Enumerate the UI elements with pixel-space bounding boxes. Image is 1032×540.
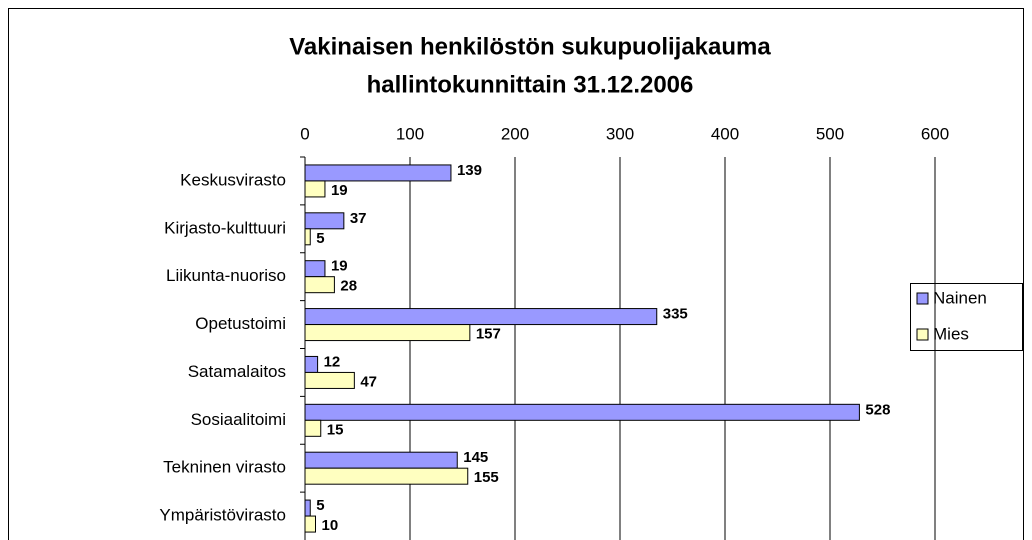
bar	[304, 515, 316, 533]
bar	[304, 467, 469, 485]
legend-swatch	[916, 328, 929, 341]
bar	[304, 276, 335, 294]
legend-swatch	[916, 292, 929, 305]
bar	[304, 228, 311, 246]
bar	[304, 308, 658, 326]
chart-title: hallintokunnittain 31.12.2006	[367, 71, 694, 98]
bar	[304, 180, 326, 198]
value-label: 10	[322, 517, 339, 534]
x-tick-label: 300	[606, 124, 634, 143]
bar	[304, 403, 860, 421]
x-tick-label: 600	[921, 124, 949, 143]
y-tick-label: Sosiaalitoimi	[191, 410, 286, 429]
x-tick-label: 100	[396, 124, 424, 143]
y-tick-label: Liikunta-nuoriso	[166, 266, 286, 285]
value-label: 47	[360, 373, 377, 390]
bar	[304, 451, 458, 469]
y-tick-label: Tekninen virasto	[163, 458, 286, 477]
chart-border	[8, 8, 1024, 540]
value-label: 19	[331, 258, 348, 275]
bar	[304, 260, 326, 278]
x-tick-label: 400	[711, 124, 739, 143]
y-tick-label: Satamalaitos	[188, 362, 286, 381]
value-label: 19	[331, 182, 348, 199]
legend-box	[910, 283, 1023, 351]
bar	[304, 355, 319, 373]
value-label: 5	[316, 230, 324, 247]
x-tick-label: 200	[501, 124, 529, 143]
y-tick-label: Keskusvirasto	[180, 170, 286, 189]
value-label: 335	[663, 306, 688, 323]
chart-title: Vakinaisen henkilöstön sukupuolijakauma	[289, 33, 771, 60]
value-label: 12	[324, 353, 341, 370]
value-label: 528	[865, 401, 890, 418]
bar	[304, 419, 322, 437]
y-tick-label: Kirjasto-kulttuuri	[164, 218, 286, 237]
value-label: 15	[327, 421, 344, 438]
bar	[304, 212, 345, 230]
value-label: 155	[474, 469, 499, 486]
bar	[304, 371, 355, 389]
value-label: 157	[476, 326, 501, 343]
value-label: 145	[463, 449, 488, 466]
legend-label: Mies	[933, 324, 969, 343]
legend-label: Nainen	[933, 288, 987, 307]
bar	[304, 164, 452, 182]
y-tick-label: Opetustoimi	[195, 314, 286, 333]
y-tick-label: Ympäristövirasto	[159, 506, 286, 525]
value-label: 28	[340, 278, 357, 295]
bar	[304, 499, 311, 517]
value-label: 139	[457, 162, 482, 179]
x-tick-label: 500	[816, 124, 844, 143]
x-tick-label: 0	[300, 124, 309, 143]
bar	[304, 324, 471, 342]
value-label: 37	[350, 210, 367, 227]
value-label: 5	[316, 497, 324, 514]
